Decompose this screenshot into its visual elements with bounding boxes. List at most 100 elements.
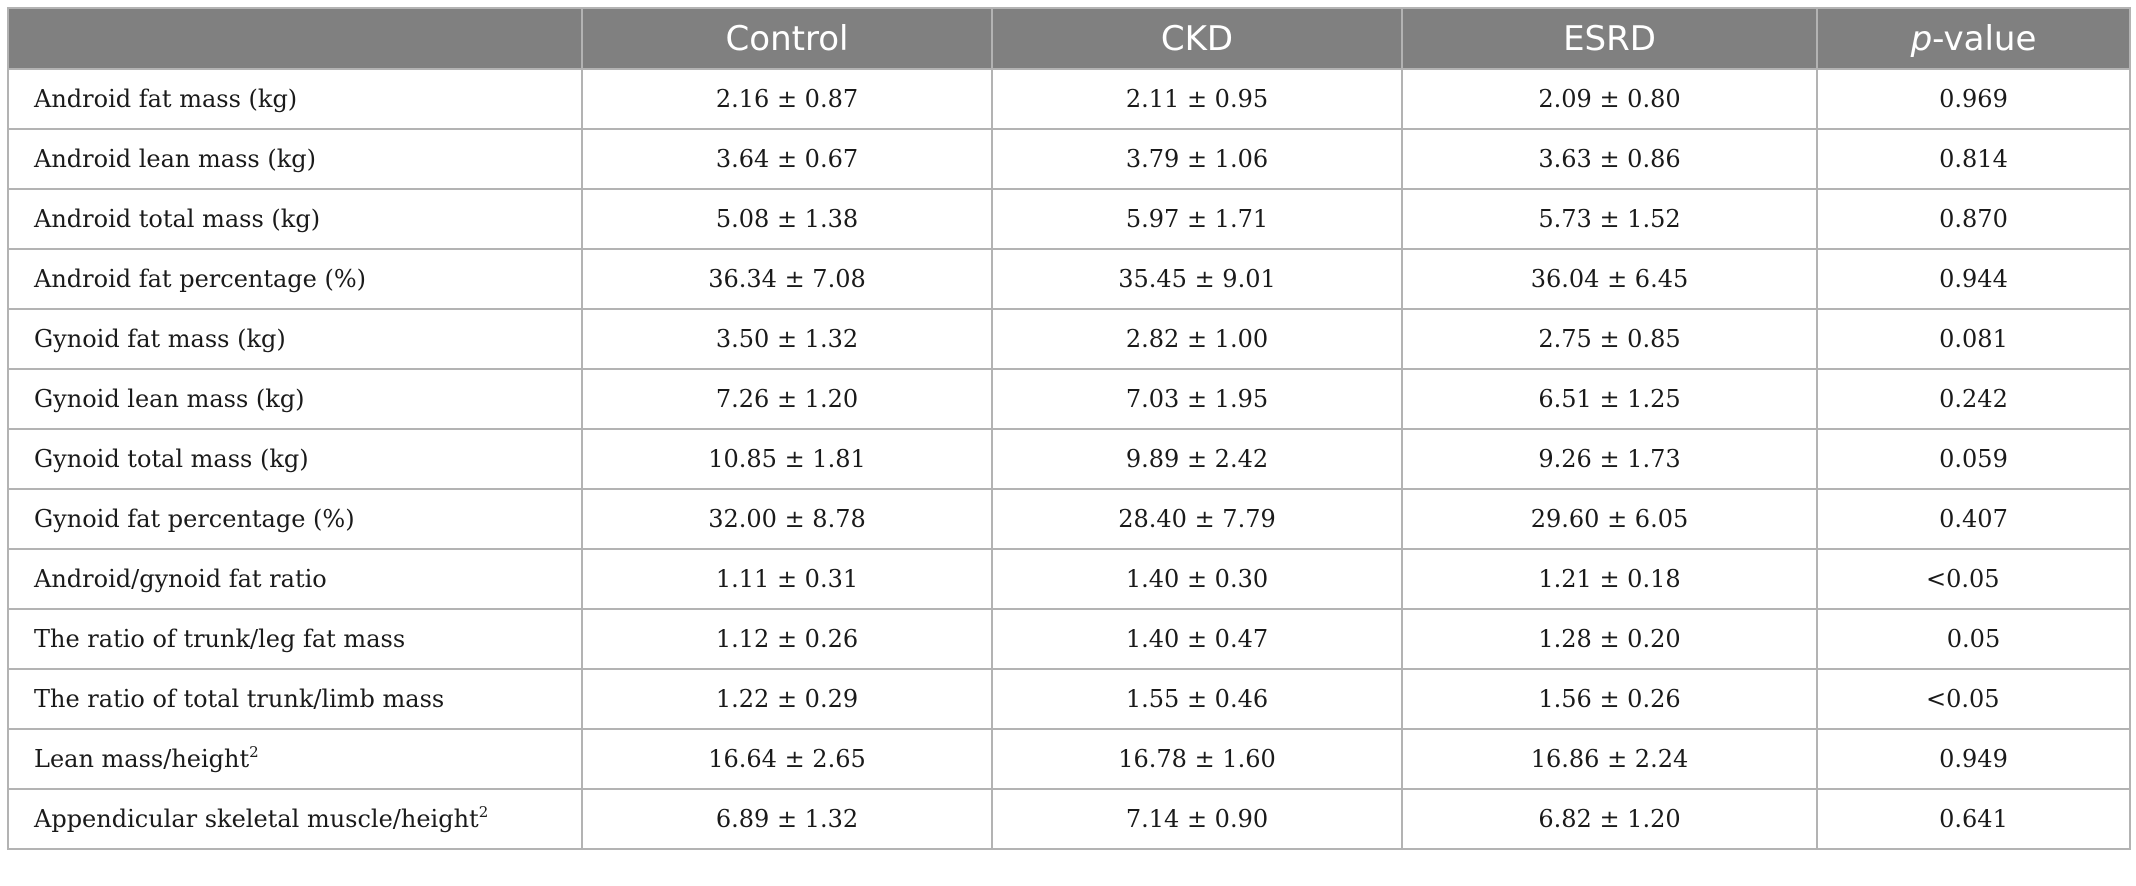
row-label-cell: The ratio of total trunk/limb mass (7, 668, 583, 730)
row-label-cell: The ratio of trunk/leg fat mass (7, 608, 583, 670)
table-row: The ratio of trunk/leg fat mass 1.12 ± 0.… (7, 608, 2131, 670)
esrd-value: 6.51 ± 1.25 (1401, 368, 1818, 430)
row-label: Android/gynoid fat ratio (34, 565, 327, 593)
header-p-rest: -value (1932, 18, 2037, 59)
row-label: The ratio of total trunk/limb mass (34, 685, 445, 713)
ckd-value: 3.79 ± 1.06 (991, 128, 1403, 190)
ckd-value: 5.97 ± 1.71 (991, 188, 1403, 250)
control-value: 5.08 ± 1.38 (581, 188, 993, 250)
p-value: <0.05 (1816, 668, 2131, 730)
control-value: 1.22 ± 0.29 (581, 668, 993, 730)
table-row: Android lean mass (kg) 3.64 ± 0.67 3.79 ± … (7, 128, 2131, 190)
row-label-cell: Android fat percentage (%) (7, 248, 583, 310)
esrd-value: 36.04 ± 6.45 (1401, 248, 1818, 310)
p-value: 0.949 (1816, 728, 2131, 790)
row-label: Android fat mass (kg) (34, 85, 298, 113)
p-value: <0.05 (1816, 548, 2131, 610)
row-label-cell: Android fat mass (kg) (7, 68, 583, 130)
header-esrd: ESRD (1401, 7, 1818, 70)
row-label-superscript: 2 (249, 743, 259, 761)
p-value: 0.059 (1816, 428, 2131, 490)
ckd-value: 16.78 ± 1.60 (991, 728, 1403, 790)
header-ckd: CKD (991, 7, 1403, 70)
control-value: 1.11 ± 0.31 (581, 548, 993, 610)
p-value: 0.870 (1816, 188, 2131, 250)
control-value: 6.89 ± 1.32 (581, 788, 993, 850)
ckd-value: 2.11 ± 0.95 (991, 68, 1403, 130)
table-row: Lean mass/height2 16.64 ± 2.65 16.78 ± 1.6… (7, 728, 2131, 790)
row-label: Appendicular skeletal muscle/height (34, 805, 479, 833)
p-value: 0.407 (1816, 488, 2131, 550)
esrd-value: 29.60 ± 6.05 (1401, 488, 1818, 550)
esrd-value: 2.75 ± 0.85 (1401, 308, 1818, 370)
p-value: 0.944 (1816, 248, 2131, 310)
table-row: Android fat percentage (%) 36.34 ± 7.08 35… (7, 248, 2131, 310)
esrd-value: 9.26 ± 1.73 (1401, 428, 1818, 490)
table-row: Android total mass (kg) 5.08 ± 1.38 5.97 ±… (7, 188, 2131, 250)
row-label-cell: Gynoid lean mass (kg) (7, 368, 583, 430)
row-label-cell: Lean mass/height2 (7, 728, 583, 790)
p-value: 0.242 (1816, 368, 2131, 430)
table-row: Gynoid total mass (kg) 10.85 ± 1.81 9.89 ±… (7, 428, 2131, 490)
p-value: 0.969 (1816, 68, 2131, 130)
table-row: Appendicular skeletal muscle/height2 6.89… (7, 788, 2131, 850)
control-value: 16.64 ± 2.65 (581, 728, 993, 790)
esrd-value: 1.56 ± 0.26 (1401, 668, 1818, 730)
row-label-cell: Appendicular skeletal muscle/height2 (7, 788, 583, 850)
table-row: The ratio of total trunk/limb mass 1.22 ±… (7, 668, 2131, 730)
esrd-value: 3.63 ± 0.86 (1401, 128, 1818, 190)
table-header: Control CKD ESRD p-value (7, 7, 2131, 70)
header-control: Control (581, 7, 993, 70)
control-value: 10.85 ± 1.81 (581, 428, 993, 490)
row-label-cell: Gynoid fat percentage (%) (7, 488, 583, 550)
row-label: Android total mass (kg) (34, 205, 321, 233)
esrd-value: 1.28 ± 0.20 (1401, 608, 1818, 670)
row-label-cell: Android lean mass (kg) (7, 128, 583, 190)
control-value: 36.34 ± 7.08 (581, 248, 993, 310)
table-body: Android fat mass (kg) 2.16 ± 0.87 2.11 ± 0… (7, 68, 2131, 850)
header-p-value: p-value (1816, 7, 2131, 70)
esrd-value: 5.73 ± 1.52 (1401, 188, 1818, 250)
row-label-cell: Gynoid fat mass (kg) (7, 308, 583, 370)
row-label-superscript: 2 (478, 803, 489, 821)
p-value: 0.081 (1816, 308, 2131, 370)
row-label: The ratio of trunk/leg fat mass (34, 625, 406, 653)
control-value: 32.00 ± 8.78 (581, 488, 993, 550)
ckd-value: 9.89 ± 2.42 (991, 428, 1403, 490)
p-value: 0.814 (1816, 128, 2131, 190)
table-row: Gynoid fat mass (kg) 3.50 ± 1.32 2.82 ± 1.… (7, 308, 2131, 370)
esrd-value: 6.82 ± 1.20 (1401, 788, 1818, 850)
header-label (7, 7, 583, 70)
esrd-value: 1.21 ± 0.18 (1401, 548, 1818, 610)
row-label: Lean mass/height (34, 745, 250, 773)
header-p-italic: p (1910, 18, 1933, 59)
ckd-value: 28.40 ± 7.79 (991, 488, 1403, 550)
control-value: 3.64 ± 0.67 (581, 128, 993, 190)
esrd-value: 16.86 ± 2.24 (1401, 728, 1818, 790)
table-row: Gynoid fat percentage (%) 32.00 ± 8.78 28.… (7, 488, 2131, 550)
body-composition-table: Control CKD ESRD p-value Android fat mas… (7, 7, 2131, 850)
row-label: Android lean mass (kg) (34, 145, 316, 173)
control-value: 7.26 ± 1.20 (581, 368, 993, 430)
ckd-value: 1.40 ± 0.30 (991, 548, 1403, 610)
control-value: 2.16 ± 0.87 (581, 68, 993, 130)
ckd-value: 2.82 ± 1.00 (991, 308, 1403, 370)
row-label: Android fat percentage (%) (34, 265, 367, 293)
row-label-cell: Gynoid total mass (kg) (7, 428, 583, 490)
p-value: 0.641 (1816, 788, 2131, 850)
ckd-value: 1.55 ± 0.46 (991, 668, 1403, 730)
row-label: Gynoid fat percentage (%) (34, 505, 355, 533)
results-table-container: Control CKD ESRD p-value Android fat mas… (7, 7, 2131, 850)
ckd-value: 7.03 ± 1.95 (991, 368, 1403, 430)
esrd-value: 2.09 ± 0.80 (1401, 68, 1818, 130)
control-value: 1.12 ± 0.26 (581, 608, 993, 670)
row-label: Gynoid fat mass (kg) (34, 325, 286, 353)
ckd-value: 1.40 ± 0.47 (991, 608, 1403, 670)
header-row: Control CKD ESRD p-value (7, 7, 2131, 70)
row-label-cell: Android/gynoid fat ratio (7, 548, 583, 610)
ckd-value: 35.45 ± 9.01 (991, 248, 1403, 310)
table-row: Android/gynoid fat ratio 1.11 ± 0.31 1.40 … (7, 548, 2131, 610)
row-label-cell: Android total mass (kg) (7, 188, 583, 250)
row-label: Gynoid total mass (kg) (34, 445, 309, 473)
control-value: 3.50 ± 1.32 (581, 308, 993, 370)
